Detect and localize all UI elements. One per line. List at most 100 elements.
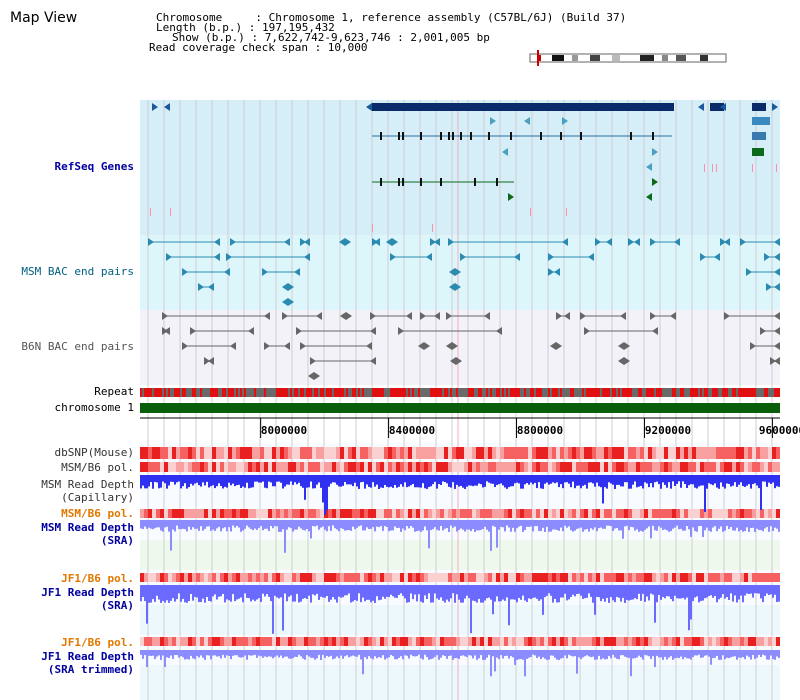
depth-bar <box>410 650 412 655</box>
pol-strip <box>216 573 220 582</box>
pol-strip <box>580 637 584 646</box>
track-label-refseq[interactable]: RefSeq Genes <box>54 160 134 173</box>
pol-strip <box>172 462 176 472</box>
depth-bar <box>532 475 534 485</box>
pol-strip <box>568 573 572 582</box>
repeat-element <box>592 388 594 397</box>
depth-bar <box>418 475 420 488</box>
depth-bar <box>280 585 282 598</box>
pol-strip <box>156 637 160 646</box>
pol-strip <box>468 573 472 582</box>
depth-bar <box>380 520 382 527</box>
depth-bar <box>582 585 584 599</box>
depth-bar <box>458 475 460 487</box>
depth-bar <box>162 475 164 482</box>
depth-bar <box>310 475 312 482</box>
pol-strip <box>460 462 464 472</box>
depth-bar <box>594 520 596 528</box>
depth-bar <box>338 585 340 597</box>
depth-bar <box>230 475 232 486</box>
dbsnp-strip <box>408 447 412 459</box>
depth-bar <box>502 520 504 528</box>
ideogram-band <box>640 55 654 61</box>
pol-strip <box>164 637 168 646</box>
depth-bar <box>240 475 242 488</box>
dbsnp-strip <box>760 447 764 459</box>
depth-bar <box>744 650 746 660</box>
pol-strip <box>384 573 388 582</box>
bac-end-arrow <box>449 268 455 276</box>
pol-strip <box>324 573 328 582</box>
repeat-element <box>402 388 404 397</box>
depth-bar <box>622 650 624 656</box>
repeat-element <box>404 388 406 397</box>
pol-strip <box>248 509 252 518</box>
depth-bar <box>424 585 426 596</box>
depth-bar <box>236 520 238 526</box>
depth-bar <box>328 520 330 527</box>
pol-strip <box>152 509 156 518</box>
depth-bar <box>524 585 526 601</box>
depth-bar <box>666 650 668 660</box>
dbsnp-strip <box>320 447 324 459</box>
bac-end-arrow <box>514 253 520 261</box>
depth-bar <box>512 520 514 528</box>
repeat-element <box>230 388 232 397</box>
depth-bar <box>346 650 348 656</box>
repeat-element <box>646 388 648 397</box>
depth-bar <box>758 650 760 655</box>
pol-strip <box>244 462 248 472</box>
depth-bar <box>196 650 198 657</box>
depth-bar <box>770 585 772 595</box>
depth-bar <box>754 585 756 594</box>
depth-bar <box>506 520 508 526</box>
pol-strip <box>504 573 508 582</box>
strand-arrow <box>720 103 726 111</box>
track-label-b6n-bac[interactable]: B6N BAC end pairs <box>21 340 134 353</box>
pol-strip <box>304 509 308 518</box>
pol-strip <box>168 462 172 472</box>
pol-strip <box>480 637 484 646</box>
depth-bar <box>446 475 448 484</box>
depth-bar <box>598 585 600 598</box>
repeat-element <box>216 388 218 397</box>
depth-bar <box>338 475 340 487</box>
bac-end-arrow <box>580 312 586 320</box>
repeat-element <box>726 388 728 397</box>
depth-bar <box>500 475 502 484</box>
depth-bar <box>244 650 246 656</box>
depth-bar <box>556 520 558 531</box>
repeat-element <box>596 388 598 397</box>
pol-strip <box>144 509 148 518</box>
pol-strip <box>260 573 264 582</box>
pol-strip <box>744 637 748 646</box>
depth-bar <box>740 475 742 483</box>
depth-bar <box>670 585 672 599</box>
depth-bar <box>342 520 344 529</box>
bac-end-arrow <box>296 327 302 335</box>
depth-bar <box>470 520 472 532</box>
pol-strip <box>624 637 628 646</box>
pol-strip <box>652 462 656 472</box>
pol-strip <box>556 462 560 472</box>
pol-strip <box>392 509 396 518</box>
depth-bar <box>190 650 192 656</box>
pol-strip <box>756 637 760 646</box>
depth-bar <box>182 650 184 658</box>
depth-bar <box>394 585 396 598</box>
depth-bar <box>280 475 282 483</box>
repeat-element <box>524 388 526 397</box>
track-label-msm-bac[interactable]: MSM BAC end pairs <box>21 265 134 278</box>
pol-strip <box>592 509 596 518</box>
pol-strip <box>580 573 584 582</box>
depth-bar <box>530 650 532 657</box>
depth-bar <box>392 585 394 597</box>
depth-bar <box>374 650 376 657</box>
pol-strip <box>620 462 624 472</box>
pol-strip <box>576 462 580 472</box>
depth-bar <box>632 520 634 528</box>
strand-arrow <box>502 148 508 156</box>
dbsnp-strip <box>260 447 264 459</box>
depth-bar <box>492 650 494 657</box>
